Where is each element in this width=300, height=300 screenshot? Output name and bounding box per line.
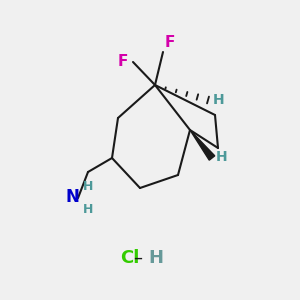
Text: F: F <box>165 35 175 50</box>
Text: H: H <box>83 203 93 216</box>
Text: –: – <box>134 249 142 267</box>
Text: F: F <box>118 55 128 70</box>
Text: Cl: Cl <box>120 249 140 267</box>
Polygon shape <box>190 130 215 160</box>
Text: N: N <box>65 188 79 206</box>
Text: H: H <box>213 93 225 107</box>
Text: H: H <box>216 150 228 164</box>
Text: H: H <box>148 249 163 267</box>
Text: H: H <box>83 180 93 193</box>
